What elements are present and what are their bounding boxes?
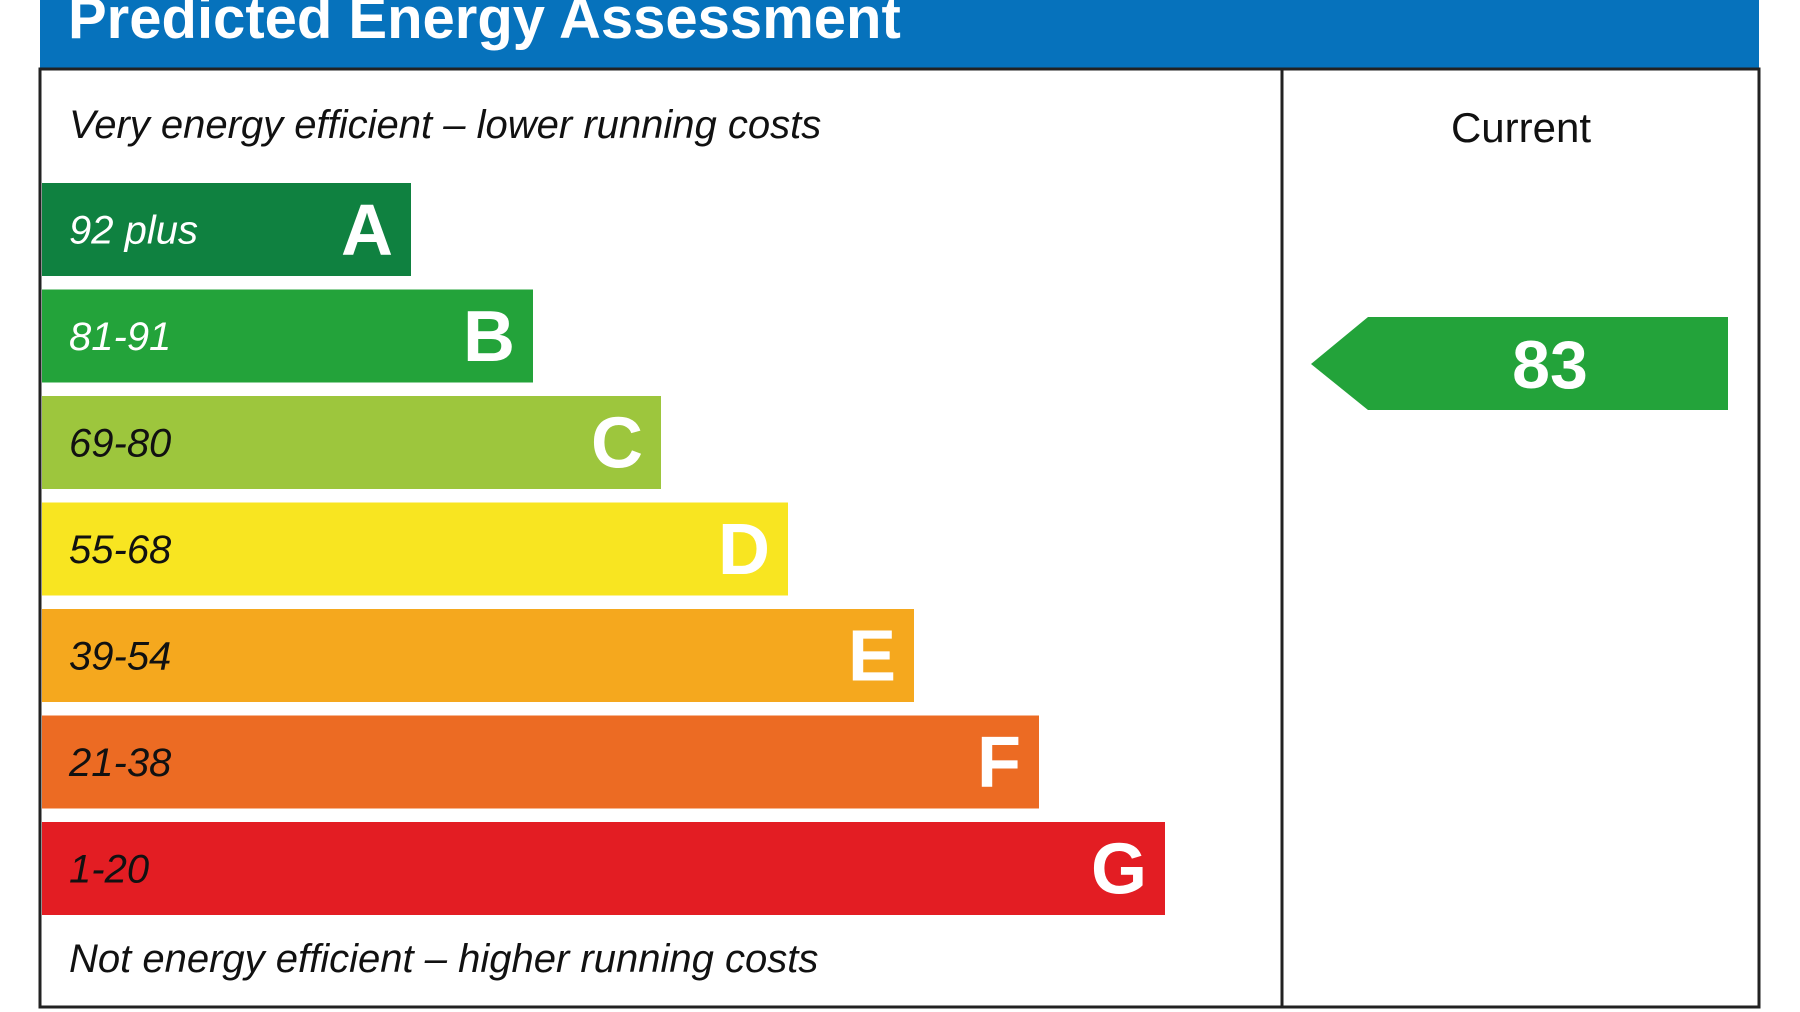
current-label: Current xyxy=(1451,104,1591,151)
band-letter: D xyxy=(718,510,770,590)
band-bar xyxy=(42,289,533,383)
band-bar xyxy=(42,609,914,702)
band-range: 39-54 xyxy=(69,635,171,679)
top-label: Very energy efficient – lower running co… xyxy=(69,103,821,147)
band-range: 92 plus xyxy=(69,209,198,253)
band-range: 81-91 xyxy=(69,315,171,359)
frame xyxy=(38,67,1761,1009)
band-bar xyxy=(42,502,788,596)
band-range: 55-68 xyxy=(69,528,172,572)
bottom-label: Not energy efficient – higher running co… xyxy=(69,937,818,981)
band-bar xyxy=(42,822,1165,915)
band-letter: F xyxy=(977,723,1021,803)
band-bar xyxy=(42,396,661,489)
current-arrow xyxy=(1311,317,1728,410)
band-bar xyxy=(42,715,1039,809)
band-letter: G xyxy=(1091,830,1147,910)
header-bar xyxy=(40,0,1759,69)
band-range: 69-80 xyxy=(69,422,171,466)
band-letter: C xyxy=(591,404,643,484)
band-letter: A xyxy=(341,191,393,271)
header-title: Predicted Energy Assessment xyxy=(68,0,901,51)
bands: 92 plus A 81-91 B 69-80 C 55-68 D 39-54 E 21-38 F 1-… xyxy=(42,183,1165,915)
current-rating: 83 xyxy=(1512,327,1588,403)
band-letter: B xyxy=(463,297,515,377)
band-bar xyxy=(42,183,411,276)
band-range: 21-38 xyxy=(68,741,172,785)
band-letter: E xyxy=(848,617,896,697)
band-range: 1-20 xyxy=(69,848,149,892)
